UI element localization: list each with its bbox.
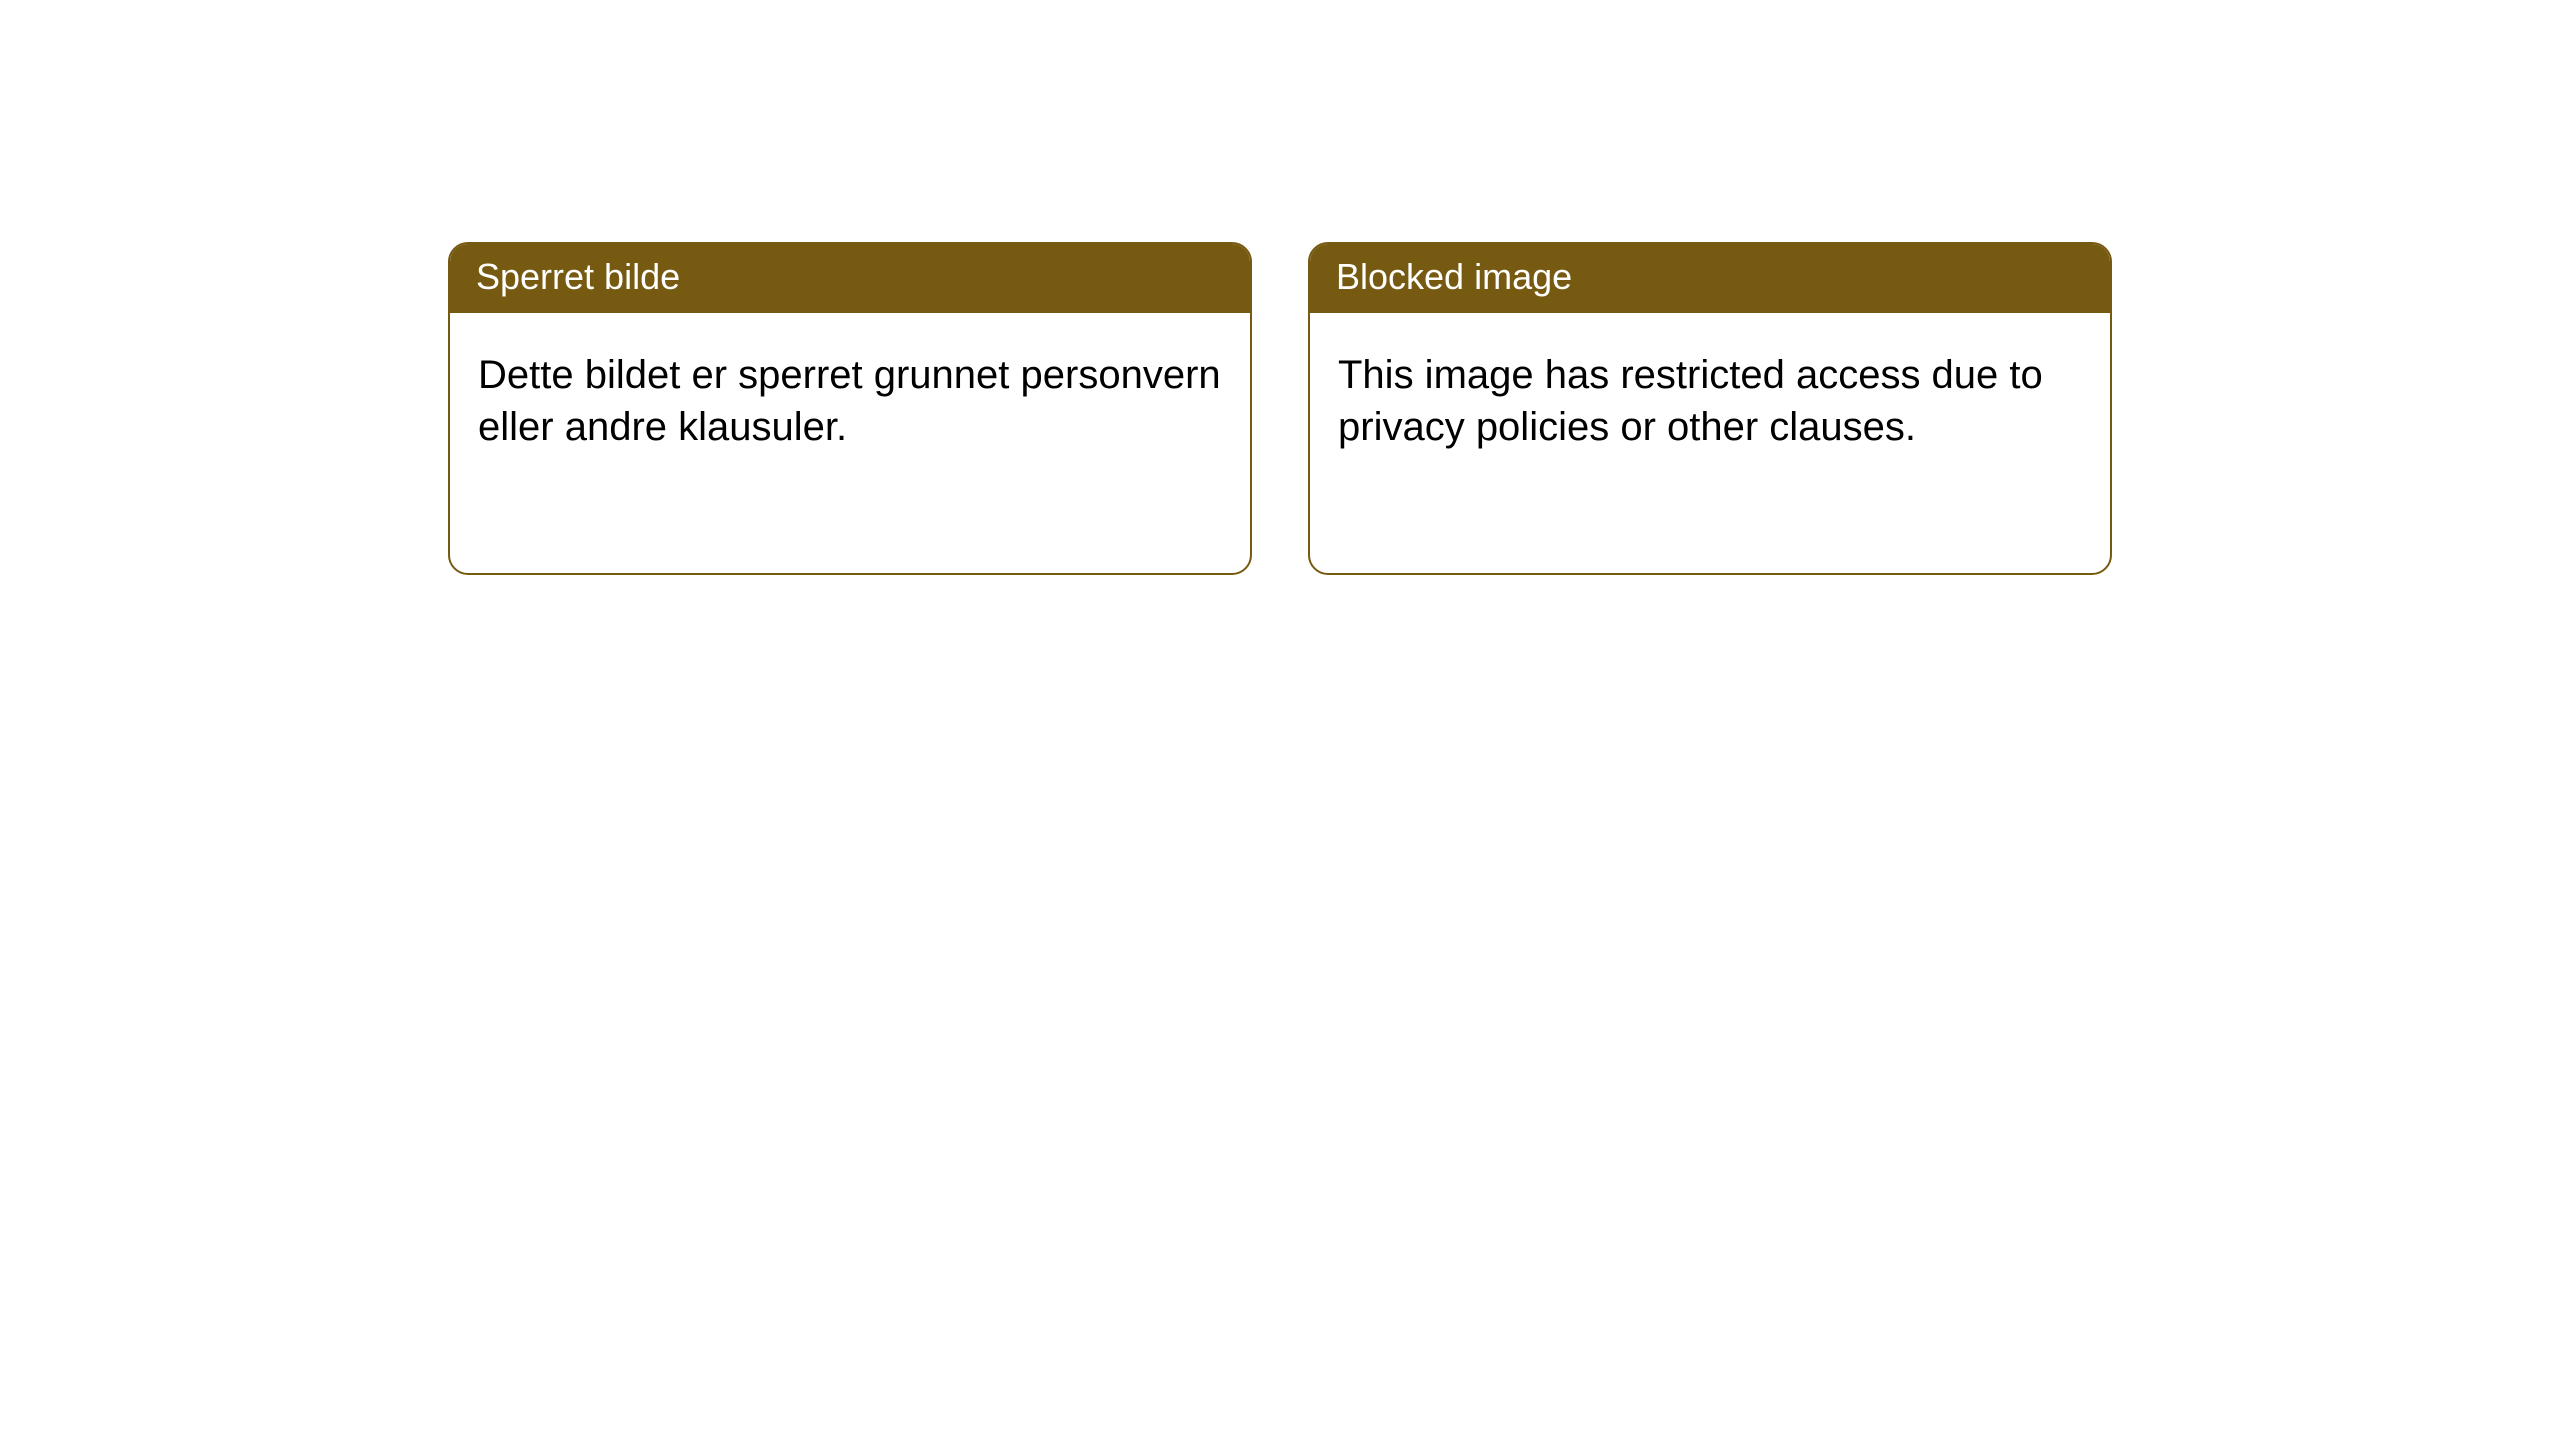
card-header: Blocked image	[1310, 244, 2110, 313]
notice-cards-container: Sperret bilde Dette bildet er sperret gr…	[448, 242, 2112, 575]
card-title: Sperret bilde	[476, 256, 680, 297]
card-header: Sperret bilde	[450, 244, 1250, 313]
card-title: Blocked image	[1336, 256, 1572, 297]
blocked-image-card-english: Blocked image This image has restricted …	[1308, 242, 2112, 575]
blocked-image-card-norwegian: Sperret bilde Dette bildet er sperret gr…	[448, 242, 1252, 575]
card-body-text: This image has restricted access due to …	[1338, 353, 2043, 449]
card-body: This image has restricted access due to …	[1310, 313, 2110, 489]
card-body: Dette bildet er sperret grunnet personve…	[450, 313, 1250, 489]
card-body-text: Dette bildet er sperret grunnet personve…	[478, 353, 1221, 449]
